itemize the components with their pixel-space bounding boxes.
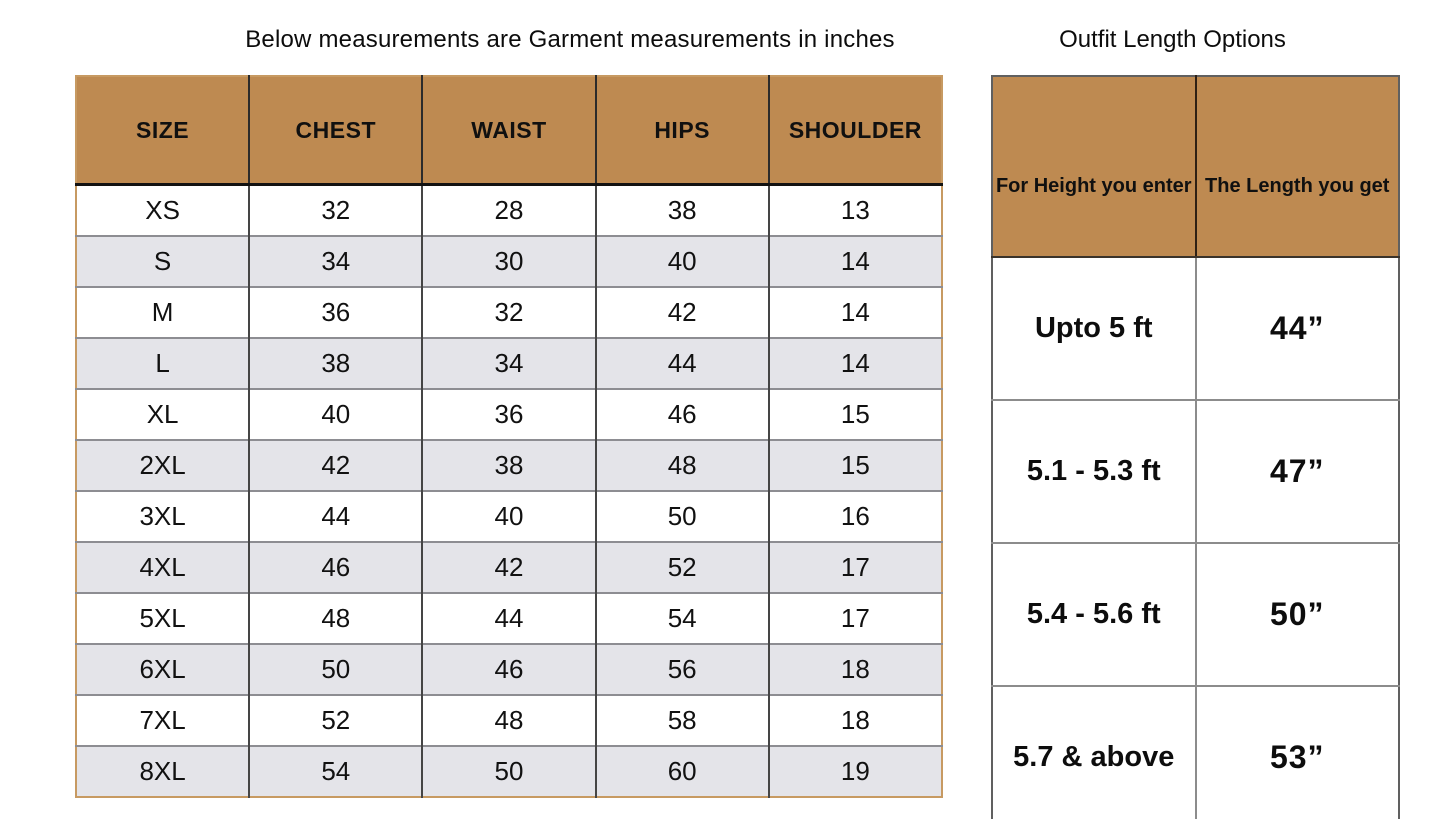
- chest-cell: 36: [248, 286, 423, 338]
- length-value-cell: 44”: [1194, 256, 1399, 400]
- hips-cell: 54: [594, 592, 769, 644]
- size-cell: XS: [76, 184, 250, 236]
- column-header-size: SIZE: [76, 76, 250, 186]
- size-cell: L: [76, 337, 250, 389]
- length-row-5-7-and-above: 5.7 & above 53”: [992, 685, 1399, 819]
- chest-cell: 34: [248, 235, 423, 287]
- table-row-3xl: 3XL 44 40 50 16: [76, 490, 942, 542]
- chest-cell: 54: [248, 745, 423, 797]
- chest-cell: 48: [248, 592, 423, 644]
- hips-cell: 50: [594, 490, 769, 542]
- table-row-l: L 38 34 44 14: [76, 337, 942, 389]
- size-cell: S: [76, 235, 250, 287]
- table-row-s: S 34 30 40 14: [76, 235, 942, 287]
- length-row-5-1-to-5-3: 5.1 - 5.3 ft 47”: [992, 399, 1399, 543]
- size-cell: 3XL: [76, 490, 250, 542]
- waist-cell: 28: [421, 184, 596, 236]
- hips-cell: 52: [594, 541, 769, 593]
- chest-cell: 44: [248, 490, 423, 542]
- shoulder-cell: 13: [767, 184, 942, 236]
- chest-cell: 38: [248, 337, 423, 389]
- shoulder-cell: 14: [767, 337, 942, 389]
- garment-size-table: SIZE CHEST WAIST HIPS SHOULDER XS 32 28 …: [75, 75, 943, 798]
- size-cell: 8XL: [76, 745, 250, 797]
- shoulder-cell: 15: [767, 388, 942, 440]
- size-cell: 2XL: [76, 439, 250, 491]
- hips-cell: 60: [594, 745, 769, 797]
- table-row-5xl: 5XL 48 44 54 17: [76, 592, 942, 644]
- shoulder-cell: 18: [767, 694, 942, 746]
- length-row-upto-5ft: Upto 5 ft 44”: [992, 256, 1399, 400]
- waist-cell: 32: [421, 286, 596, 338]
- size-cell: 5XL: [76, 592, 250, 644]
- chest-cell: 46: [248, 541, 423, 593]
- hips-cell: 38: [594, 184, 769, 236]
- shoulder-cell: 15: [767, 439, 942, 491]
- table-row-xl: XL 40 36 46 15: [76, 388, 942, 440]
- length-table-header-row: For Height you enter The Length you get: [992, 76, 1399, 258]
- garment-measurements-title: Below measurements are Garment measureme…: [245, 26, 895, 53]
- chest-cell: 32: [248, 184, 423, 236]
- waist-cell: 50: [421, 745, 596, 797]
- column-header-length-you-get: The Length you get: [1194, 76, 1399, 258]
- shoulder-cell: 19: [767, 745, 942, 797]
- waist-cell: 38: [421, 439, 596, 491]
- shoulder-cell: 17: [767, 592, 942, 644]
- waist-cell: 48: [421, 694, 596, 746]
- shoulder-cell: 18: [767, 643, 942, 695]
- outfit-length-table: For Height you enter The Length you get …: [991, 75, 1400, 819]
- table-row-m: M 36 32 42 14: [76, 286, 942, 338]
- table-row-2xl: 2XL 42 38 48 15: [76, 439, 942, 491]
- column-header-waist: WAIST: [421, 76, 596, 186]
- table-row-4xl: 4XL 46 42 52 17: [76, 541, 942, 593]
- size-cell: 4XL: [76, 541, 250, 593]
- shoulder-cell: 14: [767, 235, 942, 287]
- hips-cell: 40: [594, 235, 769, 287]
- hips-cell: 58: [594, 694, 769, 746]
- waist-cell: 34: [421, 337, 596, 389]
- hips-cell: 44: [594, 337, 769, 389]
- length-value-cell: 53”: [1194, 685, 1399, 819]
- height-range-cell: Upto 5 ft: [992, 256, 1196, 400]
- size-cell: 6XL: [76, 643, 250, 695]
- shoulder-cell: 14: [767, 286, 942, 338]
- table-row-8xl: 8XL 54 50 60 19: [76, 745, 942, 797]
- shoulder-cell: 16: [767, 490, 942, 542]
- height-range-cell: 5.7 & above: [992, 685, 1196, 819]
- size-table-header-row: SIZE CHEST WAIST HIPS SHOULDER: [76, 76, 942, 186]
- chest-cell: 42: [248, 439, 423, 491]
- height-range-cell: 5.1 - 5.3 ft: [992, 399, 1196, 543]
- chest-cell: 52: [248, 694, 423, 746]
- table-row-xs: XS 32 28 38 13: [76, 184, 942, 236]
- column-header-height-entered: For Height you enter: [992, 76, 1196, 258]
- waist-cell: 46: [421, 643, 596, 695]
- hips-cell: 48: [594, 439, 769, 491]
- outfit-length-title: Outfit Length Options: [1059, 26, 1286, 53]
- size-cell: 7XL: [76, 694, 250, 746]
- length-value-cell: 50”: [1194, 542, 1399, 686]
- column-header-chest: CHEST: [248, 76, 423, 186]
- hips-cell: 42: [594, 286, 769, 338]
- size-cell: XL: [76, 388, 250, 440]
- waist-cell: 42: [421, 541, 596, 593]
- length-value-cell: 47”: [1194, 399, 1399, 543]
- waist-cell: 36: [421, 388, 596, 440]
- table-row-6xl: 6XL 50 46 56 18: [76, 643, 942, 695]
- column-header-hips: HIPS: [594, 76, 769, 186]
- table-row-7xl: 7XL 52 48 58 18: [76, 694, 942, 746]
- size-cell: M: [76, 286, 250, 338]
- waist-cell: 40: [421, 490, 596, 542]
- chest-cell: 40: [248, 388, 423, 440]
- hips-cell: 56: [594, 643, 769, 695]
- shoulder-cell: 17: [767, 541, 942, 593]
- length-row-5-4-to-5-6: 5.4 - 5.6 ft 50”: [992, 542, 1399, 686]
- waist-cell: 44: [421, 592, 596, 644]
- height-range-cell: 5.4 - 5.6 ft: [992, 542, 1196, 686]
- hips-cell: 46: [594, 388, 769, 440]
- waist-cell: 30: [421, 235, 596, 287]
- chest-cell: 50: [248, 643, 423, 695]
- column-header-shoulder: SHOULDER: [767, 76, 942, 186]
